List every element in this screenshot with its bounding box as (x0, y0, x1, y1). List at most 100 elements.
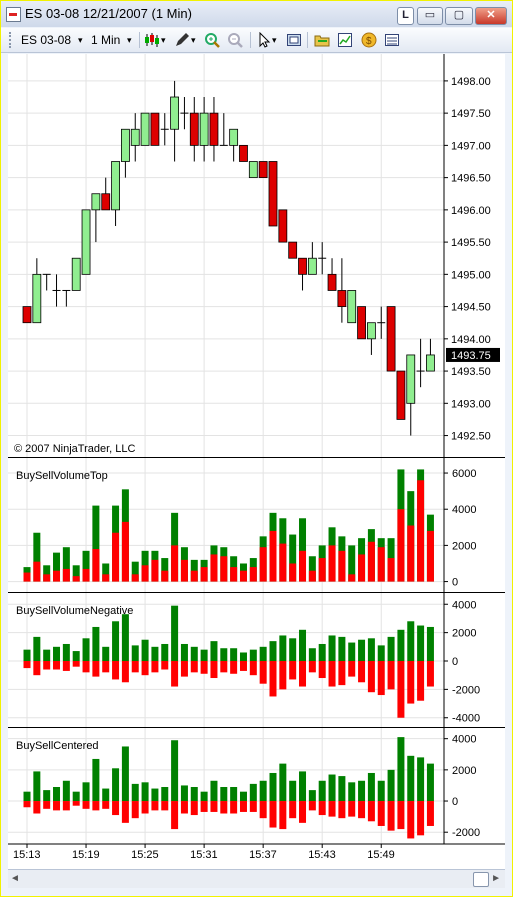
sell-volume-bar[interactable] (318, 801, 326, 816)
sell-volume-bar[interactable] (367, 801, 375, 822)
sell-volume-bar[interactable] (377, 801, 385, 826)
instrument-dropdown[interactable]: ES 03-08 (21, 33, 72, 47)
sell-volume-bar[interactable] (407, 661, 415, 704)
buy-volume-bar[interactable] (112, 768, 120, 802)
sell-volume-bar[interactable] (210, 801, 218, 812)
coin-icon[interactable]: $ (361, 32, 377, 48)
candle-body[interactable] (121, 128, 130, 162)
candle-body[interactable] (150, 112, 160, 146)
sell-volume-bar[interactable] (161, 570, 169, 582)
candle-body[interactable] (22, 306, 32, 324)
buy-volume-bar[interactable] (23, 791, 31, 802)
buy-volume-bar[interactable] (377, 645, 385, 661)
cursor-icon[interactable] (257, 32, 273, 48)
sell-volume-bar[interactable] (318, 558, 326, 582)
buy-volume-bar[interactable] (299, 771, 307, 802)
sell-volume-bar[interactable] (377, 661, 385, 696)
sell-volume-bar[interactable] (239, 801, 247, 812)
buy-sell-volume-top-panel[interactable]: 0 2000 4000 6000 (23, 468, 477, 589)
buy-volume-bar[interactable] (249, 783, 257, 802)
buy-volume-bar[interactable] (387, 769, 395, 802)
candle-body[interactable] (81, 209, 91, 275)
buy-volume-bar[interactable] (279, 763, 287, 802)
candle-body[interactable] (337, 290, 347, 307)
sell-volume-bar[interactable] (338, 550, 346, 582)
buy-volume-bar[interactable] (338, 636, 346, 661)
buy-volume-bar[interactable] (43, 649, 51, 661)
buy-volume-bar[interactable] (190, 646, 198, 661)
sell-volume-bar[interactable] (131, 801, 139, 819)
sell-volume-bar[interactable] (33, 661, 41, 676)
buy-volume-bar[interactable] (53, 787, 61, 802)
sell-volume-bar[interactable] (259, 547, 267, 582)
buy-sell-centered-panel[interactable]: 4000 2000 0 -2000 (23, 734, 481, 840)
buy-volume-bar[interactable] (397, 629, 405, 661)
buy-volume-bar[interactable] (92, 505, 100, 582)
sell-volume-bar[interactable] (171, 545, 179, 582)
sell-volume-bar[interactable] (358, 554, 366, 582)
buy-volume-bar[interactable] (358, 639, 366, 661)
candle-body[interactable] (258, 161, 268, 179)
sell-volume-bar[interactable] (328, 545, 336, 582)
sell-volume-bar[interactable] (397, 509, 405, 582)
candle-body[interactable] (130, 128, 140, 146)
sell-volume-bar[interactable] (348, 801, 356, 817)
buy-volume-bar[interactable] (200, 649, 208, 661)
horizontal-scrollbar[interactable]: ◄ ► (8, 869, 505, 888)
sell-volume-bar[interactable] (299, 801, 307, 823)
candle-body[interactable] (32, 273, 42, 324)
sell-volume-bar[interactable] (180, 559, 188, 582)
candle-body[interactable] (278, 209, 288, 243)
buy-volume-bar[interactable] (23, 649, 31, 661)
buy-volume-bar[interactable] (318, 643, 326, 661)
sell-volume-bar[interactable] (220, 556, 228, 582)
sell-volume-bar[interactable] (249, 801, 257, 812)
sell-volume-bar[interactable] (62, 568, 70, 582)
sell-volume-bar[interactable] (43, 801, 51, 809)
style-dropdown-arrow-icon[interactable]: ▾ (161, 35, 166, 45)
sell-volume-bar[interactable] (259, 801, 267, 819)
buy-volume-bar[interactable] (269, 772, 277, 802)
buy-volume-bar[interactable] (358, 780, 366, 802)
sell-volume-bar[interactable] (299, 661, 307, 687)
sell-volume-bar[interactable] (92, 801, 100, 811)
buy-volume-bar[interactable] (190, 787, 198, 802)
buy-volume-bar[interactable] (43, 565, 51, 582)
sell-volume-bar[interactable] (102, 661, 110, 673)
title-bar[interactable]: ES 03-08 12/21/2007 (1 Min) L ▭ ▢ ✕ (1, 1, 512, 27)
sell-volume-bar[interactable] (200, 801, 208, 812)
properties-icon[interactable] (286, 32, 302, 48)
sell-volume-bar[interactable] (180, 661, 188, 677)
sell-volume-bar[interactable] (121, 661, 129, 683)
candle-body[interactable] (307, 257, 317, 275)
buy-volume-bar[interactable] (161, 787, 169, 802)
sell-volume-bar[interactable] (358, 801, 366, 819)
buy-volume-bar[interactable] (53, 646, 61, 661)
sell-volume-bar[interactable] (239, 661, 247, 671)
buy-volume-bar[interactable] (180, 643, 188, 661)
sell-volume-bar[interactable] (289, 563, 297, 582)
sell-volume-bar[interactable] (239, 570, 247, 582)
buy-volume-bar[interactable] (121, 614, 129, 661)
sell-volume-bar[interactable] (23, 572, 31, 582)
buy-volume-bar[interactable] (171, 740, 179, 802)
sell-volume-bar[interactable] (348, 661, 356, 677)
buy-volume-bar[interactable] (161, 558, 169, 582)
sell-volume-bar[interactable] (102, 801, 110, 809)
candle-body[interactable] (229, 128, 239, 146)
sell-volume-bar[interactable] (299, 550, 307, 582)
sell-volume-bar[interactable] (112, 801, 120, 816)
buy-volume-bar[interactable] (348, 545, 356, 582)
sell-volume-bar[interactable] (62, 661, 70, 671)
buy-volume-bar[interactable] (417, 625, 425, 661)
sell-volume-bar[interactable] (269, 530, 277, 582)
instrument-dropdown-arrow-icon[interactable]: ▾ (78, 35, 83, 45)
sell-volume-bar[interactable] (82, 568, 90, 582)
candle-body[interactable] (111, 161, 120, 211)
buy-volume-bar[interactable] (220, 787, 228, 802)
sell-volume-bar[interactable] (200, 661, 208, 674)
buy-volume-bar[interactable] (33, 771, 41, 802)
sell-volume-bar[interactable] (72, 661, 80, 667)
sell-volume-bar[interactable] (23, 801, 31, 808)
chart-icon[interactable] (337, 32, 353, 48)
